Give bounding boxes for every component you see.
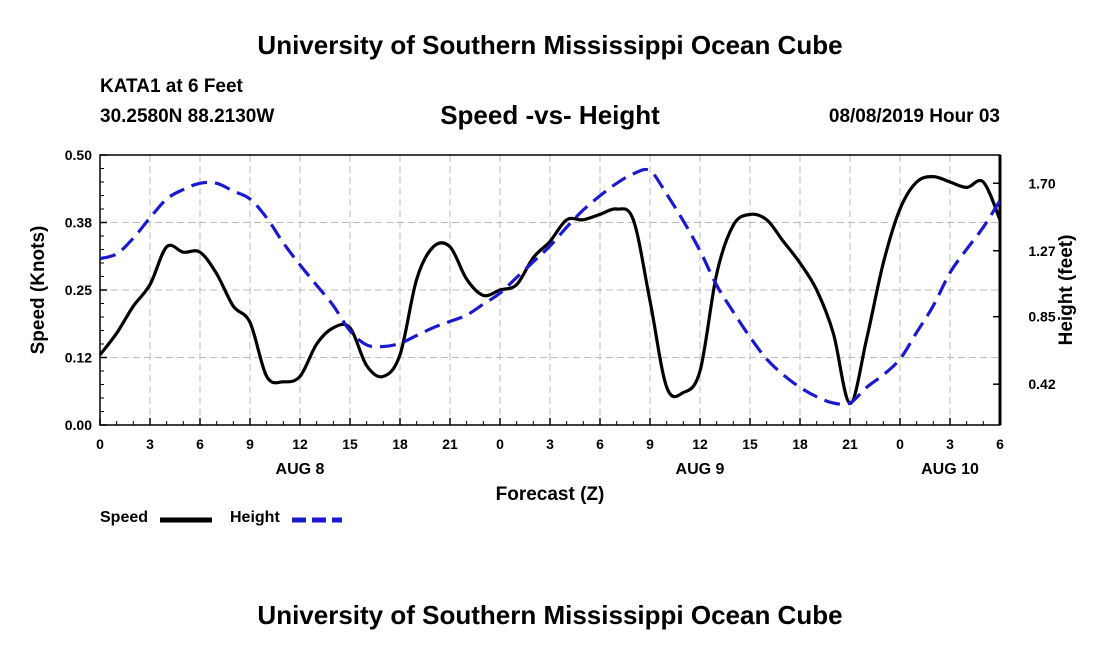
x-tick-label: 0	[96, 436, 104, 452]
page-title: University of Southern Mississippi Ocean…	[257, 30, 843, 60]
y-tick-label: 0.38	[65, 215, 92, 231]
series-lines	[98, 167, 1002, 407]
y-tick-label: 0.25	[65, 282, 92, 298]
date-label: AUG 8	[276, 461, 325, 478]
x-tick-label: 18	[792, 436, 808, 452]
x-tick-label: 15	[342, 436, 358, 452]
y2-tick-label: 0.85	[1028, 309, 1055, 325]
x-tick-label: 21	[442, 436, 458, 452]
y-axis-label: Speed (Knots)	[28, 226, 49, 355]
x-tick-label: 6	[996, 436, 1004, 452]
legend-speed-label: Speed	[100, 509, 149, 526]
grid-lines	[100, 155, 1000, 425]
height-series-line	[99, 167, 1002, 407]
x-tick-label: 0	[896, 436, 904, 452]
y-tick-label: 0.12	[65, 350, 92, 366]
y-tick-label: 0.00	[65, 417, 92, 433]
x-tick-label: 18	[392, 436, 408, 452]
chart-title: Speed -vs- Height	[440, 100, 660, 130]
x-tick-label: 0	[496, 436, 504, 452]
legend-height-label: Height	[230, 509, 280, 526]
x-tick-label: 9	[646, 436, 654, 452]
x-tick-label: 3	[946, 436, 954, 452]
x-tick-label: 21	[842, 436, 858, 452]
y2-tick-label: 0.42	[1028, 376, 1055, 392]
date-label: AUG 10	[921, 461, 979, 478]
forecast-datetime: 08/08/2019 Hour 03	[828, 106, 1000, 127]
x-tick-label: 12	[292, 436, 308, 452]
y2-axis-label: Height (feet)	[1056, 235, 1077, 346]
x-tick-label: 6	[196, 436, 204, 452]
x-tick-label: 6	[596, 436, 604, 452]
axis-ticks: 0 3 6 9 12 15 18 21 0 3 6 9 12 15 18 21 0 3 6 0.00 0.12 0.25 0…	[65, 147, 1056, 478]
station-label: KATA1 at 6 Feet	[100, 76, 243, 97]
x-axis-label: Forecast (Z)	[496, 484, 605, 505]
coordinates-label: 30.2580N 88.2130W	[100, 106, 275, 127]
x-tick-label: 15	[742, 436, 758, 452]
x-tick-label: 9	[246, 436, 254, 452]
x-tick-label: 3	[146, 436, 154, 452]
y-tick-label: 0.50	[65, 147, 92, 163]
x-tick-label: 12	[692, 436, 708, 452]
y2-tick-label: 1.70	[1028, 175, 1055, 191]
y2-tick-label: 1.27	[1028, 243, 1055, 259]
footer-title: University of Southern Mississippi Ocean…	[257, 600, 843, 630]
x-tick-label: 3	[546, 436, 554, 452]
date-label: AUG 9	[676, 461, 725, 478]
